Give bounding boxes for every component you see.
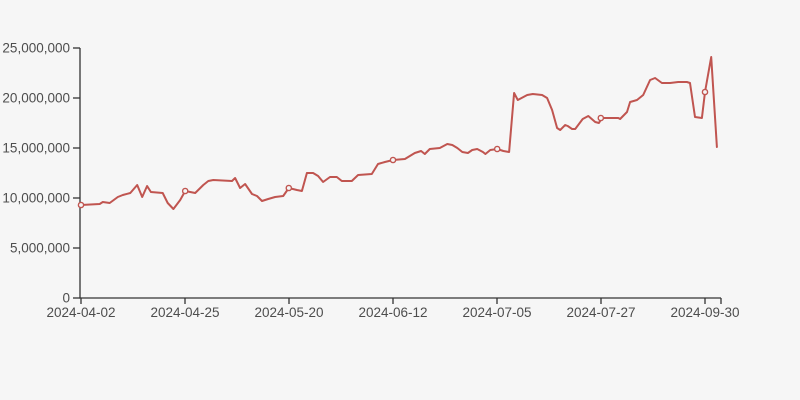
data-point-marker — [181, 187, 189, 195]
data-point-marker — [285, 184, 293, 192]
data-line — [80, 56, 718, 210]
x-tick-label: 2024-04-02 — [46, 305, 115, 320]
data-point-marker — [389, 156, 397, 164]
y-tick-label: 10,000,000 — [2, 191, 70, 206]
y-tick-label: 0 — [62, 291, 70, 306]
x-tick-label: 2024-06-12 — [358, 305, 427, 320]
y-tick-label: 15,000,000 — [2, 141, 70, 156]
y-tick-label: 20,000,000 — [2, 91, 70, 106]
data-point-marker — [493, 145, 501, 153]
data-point-marker — [597, 114, 605, 122]
x-tick-label: 2024-09-30 — [670, 305, 739, 320]
x-tick-label: 2024-05-20 — [254, 305, 323, 320]
data-point-marker — [77, 201, 85, 209]
y-tick-label: 5,000,000 — [10, 241, 70, 256]
x-tick-label: 2024-04-25 — [150, 305, 219, 320]
x-tick-label: 2024-07-05 — [462, 305, 531, 320]
x-tick-label: 2024-07-27 — [566, 305, 635, 320]
y-tick-label: 25,000,000 — [2, 41, 70, 56]
data-point-marker — [701, 88, 709, 96]
